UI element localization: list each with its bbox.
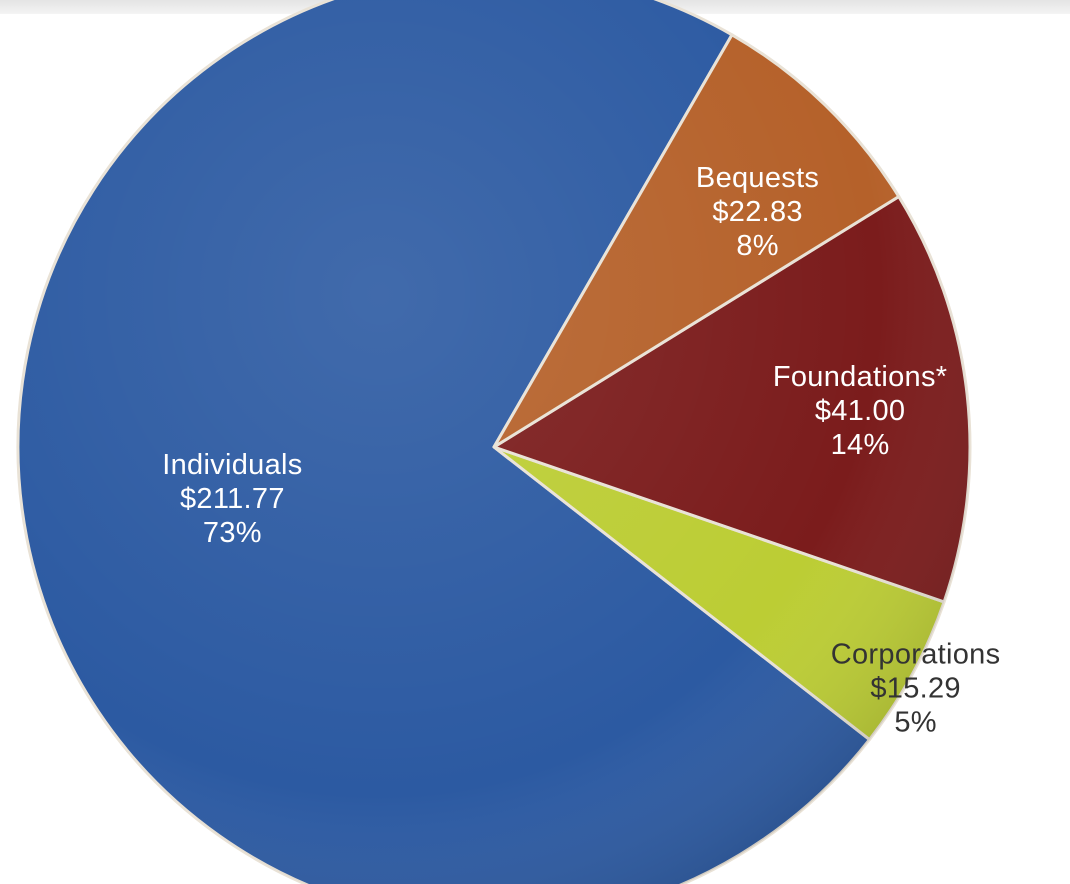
slice-amount-bequests: $22.83 bbox=[712, 196, 803, 228]
slice-name-individuals: Individuals bbox=[162, 449, 302, 481]
slice-name-foundations: Foundations* bbox=[773, 361, 948, 393]
slice-percent-corporations: 5% bbox=[894, 706, 937, 738]
slice-amount-corporations: $15.29 bbox=[870, 672, 961, 704]
slice-amount-individuals: $211.77 bbox=[180, 483, 285, 515]
slice-name-bequests: Bequests bbox=[696, 162, 819, 194]
slice-percent-foundations: 14% bbox=[831, 429, 890, 461]
slice-percent-bequests: 8% bbox=[736, 230, 779, 262]
slice-percent-individuals: 73% bbox=[203, 517, 262, 549]
slice-amount-foundations: $41.00 bbox=[815, 395, 906, 427]
slice-label-corporations: Corporations$15.295% bbox=[831, 638, 1001, 738]
slice-label-bequests: Bequests$22.838% bbox=[696, 162, 819, 262]
slice-name-corporations: Corporations bbox=[831, 638, 1001, 670]
